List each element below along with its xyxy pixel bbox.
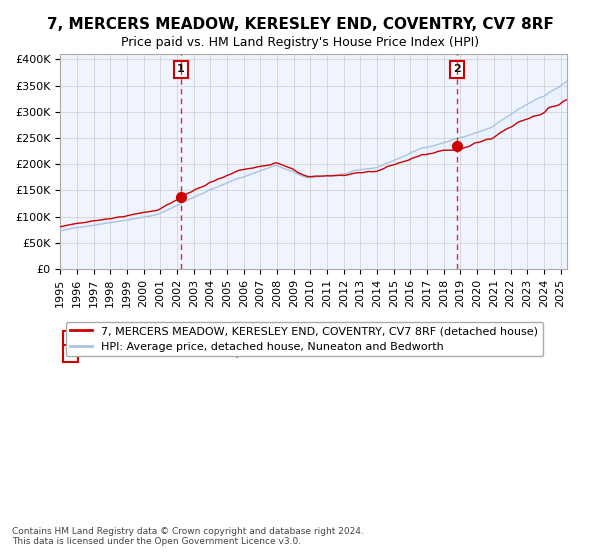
Text: 7, MERCERS MEADOW, KERESLEY END, COVENTRY, CV7 8RF: 7, MERCERS MEADOW, KERESLEY END, COVENTR… [47, 17, 553, 32]
Text: 1: 1 [67, 335, 74, 345]
Legend: 7, MERCERS MEADOW, KERESLEY END, COVENTRY, CV7 8RF (detached house), HPI: Averag: 7, MERCERS MEADOW, KERESLEY END, COVENTR… [66, 321, 543, 356]
Text: 28-MAR-2002    £137,950    11% ↑ HPI: 28-MAR-2002 £137,950 11% ↑ HPI [106, 335, 349, 345]
Text: 1: 1 [177, 64, 185, 74]
Text: Contains HM Land Registry data © Crown copyright and database right 2024.
This d: Contains HM Land Registry data © Crown c… [12, 526, 364, 546]
Text: 19-OCT-2018    £235,000    15% ↓ HPI: 19-OCT-2018 £235,000 15% ↓ HPI [106, 349, 349, 358]
Text: Price paid vs. HM Land Registry's House Price Index (HPI): Price paid vs. HM Land Registry's House … [121, 36, 479, 49]
Text: 2: 2 [67, 349, 74, 358]
Text: 2: 2 [453, 64, 461, 74]
